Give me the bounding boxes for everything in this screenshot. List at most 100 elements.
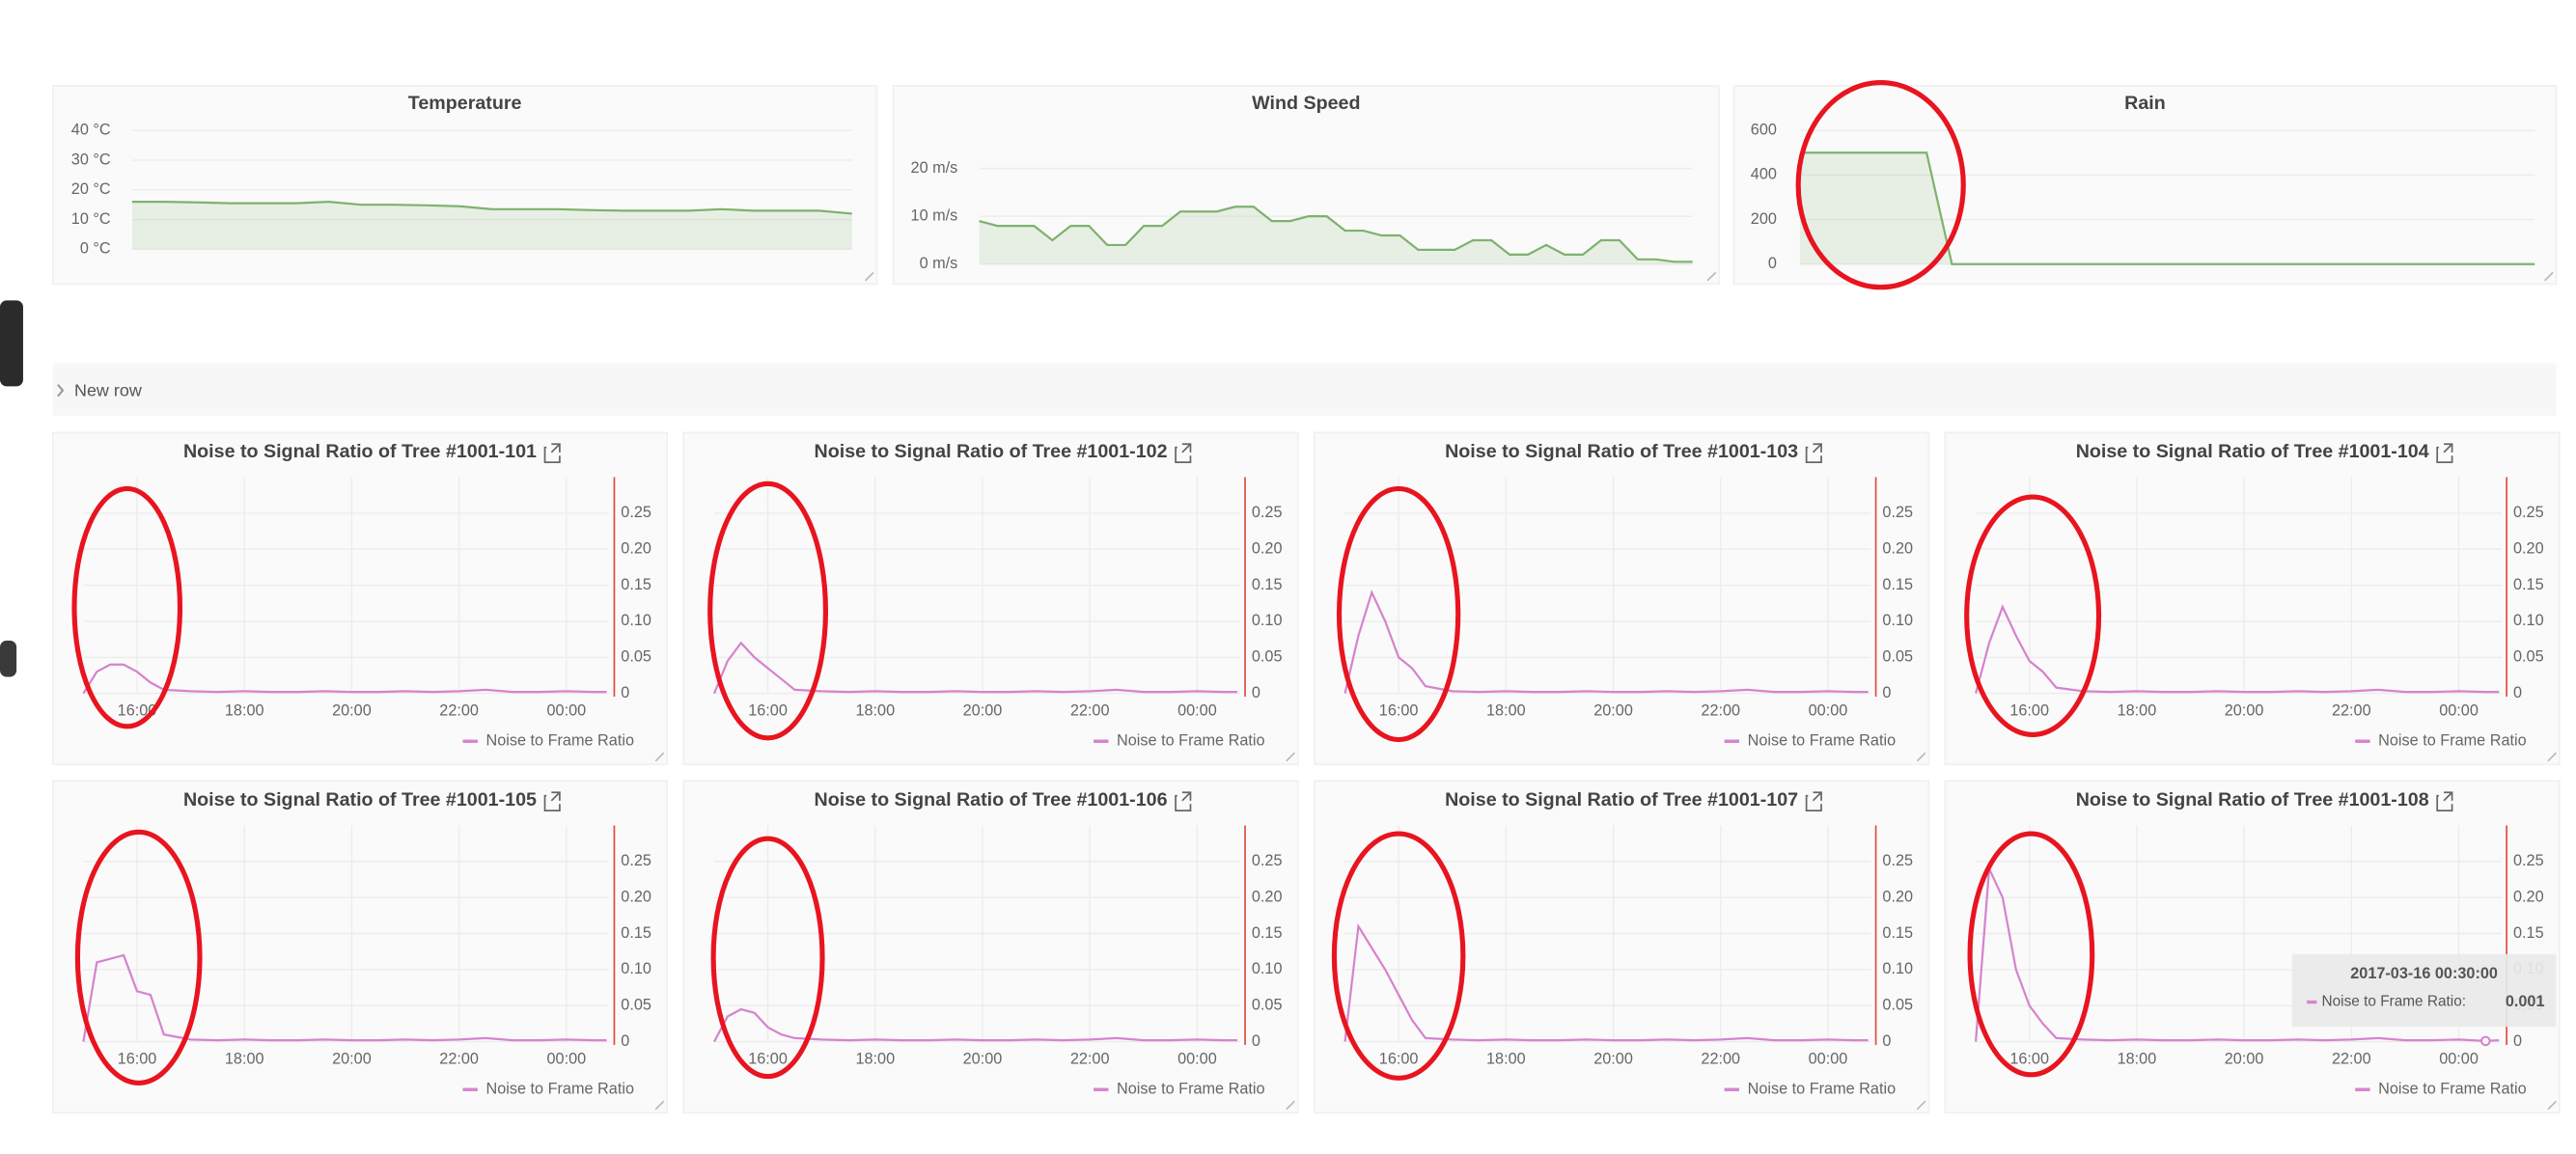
y-tick-label: 0.15 (2513, 924, 2544, 942)
y-tick-label: 0.20 (1882, 539, 1913, 557)
area (1799, 152, 2535, 264)
y-tick-label: 0.10 (1252, 612, 1283, 629)
external-link-icon[interactable] (2436, 791, 2453, 811)
y-tick-label: 0.05 (1882, 997, 1913, 1014)
x-tick-label: 22:00 (439, 702, 479, 720)
legend-label[interactable]: Noise to Frame Ratio (1748, 1081, 1897, 1098)
y-tick-label: 0 m/s (920, 255, 958, 272)
y-tick-label: 0.15 (1882, 924, 1913, 942)
resize-handle[interactable] (2543, 271, 2554, 282)
y-tick-label: 0.15 (621, 576, 651, 593)
y-tick-label: 0 (1768, 255, 1777, 272)
x-tick-label: 20:00 (332, 1051, 372, 1068)
y-tick-label: 10 m/s (911, 206, 958, 224)
legend-label[interactable]: Noise to Frame Ratio (485, 1081, 634, 1098)
y-tick-label: 0.10 (1882, 960, 1913, 977)
tooltip (2291, 953, 2557, 1028)
x-tick-label: 16:00 (2009, 702, 2049, 720)
panel-title[interactable]: Noise to Signal Ratio of Tree #1001-108 (2076, 789, 2429, 811)
external-link-icon[interactable] (1805, 791, 1822, 811)
resize-handle[interactable] (1706, 271, 1717, 282)
y-tick-label: 0.15 (2513, 576, 2544, 593)
annotation-circle (74, 829, 203, 1085)
y-tick-label: 0.10 (621, 612, 651, 629)
y-tick-label: 0.20 (621, 888, 651, 905)
x-tick-label: 22:00 (1070, 1051, 1110, 1068)
panel-title[interactable]: Noise to Signal Ratio of Tree #1001-101 (183, 441, 537, 462)
panel: Noise to Signal Ratio of Tree #1001-107 0… (1314, 780, 1930, 1114)
x-tick-label: 00:00 (1809, 702, 1848, 720)
legend-label[interactable]: Noise to Frame Ratio (1117, 1081, 1265, 1098)
row-bar[interactable] (52, 363, 2557, 417)
y-tick-label: 0 (621, 684, 629, 701)
resize-handle[interactable] (1916, 752, 1926, 762)
legend-label[interactable]: Noise to Frame Ratio (1748, 732, 1897, 750)
resize-handle[interactable] (1916, 1100, 1926, 1111)
legend-label[interactable]: Noise to Frame Ratio (2378, 1081, 2527, 1098)
x-tick-label: 00:00 (547, 1051, 587, 1068)
x-tick-label: 16:00 (748, 702, 788, 720)
legend-label[interactable]: Noise to Frame Ratio (2378, 732, 2527, 750)
panel-title[interactable]: Noise to Signal Ratio of Tree #1001-102 (815, 441, 1168, 462)
panel-title[interactable]: Noise to Signal Ratio of Tree #1001-105 (183, 789, 537, 811)
y-tick-label: 0.10 (1252, 960, 1283, 977)
resize-handle[interactable] (1286, 752, 1295, 762)
external-link-icon[interactable] (543, 443, 561, 463)
x-tick-label: 18:00 (855, 702, 895, 720)
panel-title[interactable]: Noise to Signal Ratio of Tree #1001-104 (2076, 441, 2429, 462)
y-tick-label: 0.25 (621, 852, 651, 869)
area (979, 206, 1693, 264)
annotation-circle (1331, 831, 1466, 1081)
resize-handle[interactable] (2547, 752, 2558, 762)
y-tick-label: 0.25 (1252, 852, 1283, 869)
y-tick-label: 0.05 (1882, 648, 1913, 666)
external-link-icon[interactable] (2436, 443, 2453, 463)
external-link-icon[interactable] (543, 791, 561, 811)
row-chevron[interactable] (57, 384, 65, 398)
charts: Temperature 0 °C 10 °C 20 °C 30 °C 40 °C Wind … (51, 80, 2561, 1114)
tooltip-series: Noise to Frame Ratio: (2322, 994, 2467, 1010)
panel-title[interactable]: Wind Speed (1252, 93, 1360, 114)
x-tick-label: 22:00 (439, 1051, 479, 1068)
legend-label[interactable]: Noise to Frame Ratio (1117, 732, 1265, 750)
external-link-icon[interactable] (1175, 791, 1192, 811)
panel-title[interactable]: Temperature (408, 93, 522, 114)
y-tick-label: 0.05 (621, 648, 651, 666)
line (82, 663, 607, 695)
legend-label[interactable]: Noise to Frame Ratio (485, 732, 634, 750)
panel: Temperature 0 °C 10 °C 20 °C 30 °C 40 °C (51, 85, 878, 286)
y-tick-label: 10 °C (71, 210, 111, 228)
external-link-icon[interactable] (1805, 443, 1822, 463)
resize-handle[interactable] (654, 752, 665, 762)
y-tick-label: 40 °C (71, 121, 111, 138)
resize-handle[interactable] (2547, 1100, 2558, 1111)
row-title[interactable]: New row (74, 380, 143, 399)
panel: Noise to Signal Ratio of Tree #1001-102 0… (682, 431, 1299, 766)
line (82, 953, 607, 1042)
y-tick-label: 0.05 (621, 997, 651, 1014)
annotation-circle (1964, 494, 2102, 737)
y-tick-label: 0.15 (621, 924, 651, 942)
line (1343, 589, 1869, 694)
external-link-icon[interactable] (1175, 443, 1192, 463)
y-tick-label: 0.15 (1252, 576, 1283, 593)
panel: Noise to Signal Ratio of Tree #1001-103 0… (1314, 431, 1930, 766)
resize-handle[interactable] (654, 1100, 665, 1111)
cropped-object (0, 640, 17, 677)
x-tick-label: 00:00 (2439, 1051, 2479, 1068)
resize-handle[interactable] (1286, 1100, 1295, 1111)
hover-point (2480, 1035, 2491, 1047)
y-tick-label: 0.20 (1252, 539, 1283, 557)
resize-handle[interactable] (864, 271, 874, 282)
y-tick-label: 0.25 (1882, 852, 1913, 869)
y-tick-label: 0.10 (2513, 612, 2544, 629)
panel-title[interactable]: Noise to Signal Ratio of Tree #1001-106 (815, 789, 1168, 811)
panel-title[interactable]: Noise to Signal Ratio of Tree #1001-107 (1445, 789, 1798, 811)
x-tick-label: 22:00 (1701, 702, 1740, 720)
panel-title[interactable]: Noise to Signal Ratio of Tree #1001-103 (1445, 441, 1798, 462)
y-tick-label: 0.05 (1252, 648, 1283, 666)
panel-title[interactable]: Rain (2124, 93, 2166, 114)
x-tick-label: 16:00 (1379, 702, 1419, 720)
